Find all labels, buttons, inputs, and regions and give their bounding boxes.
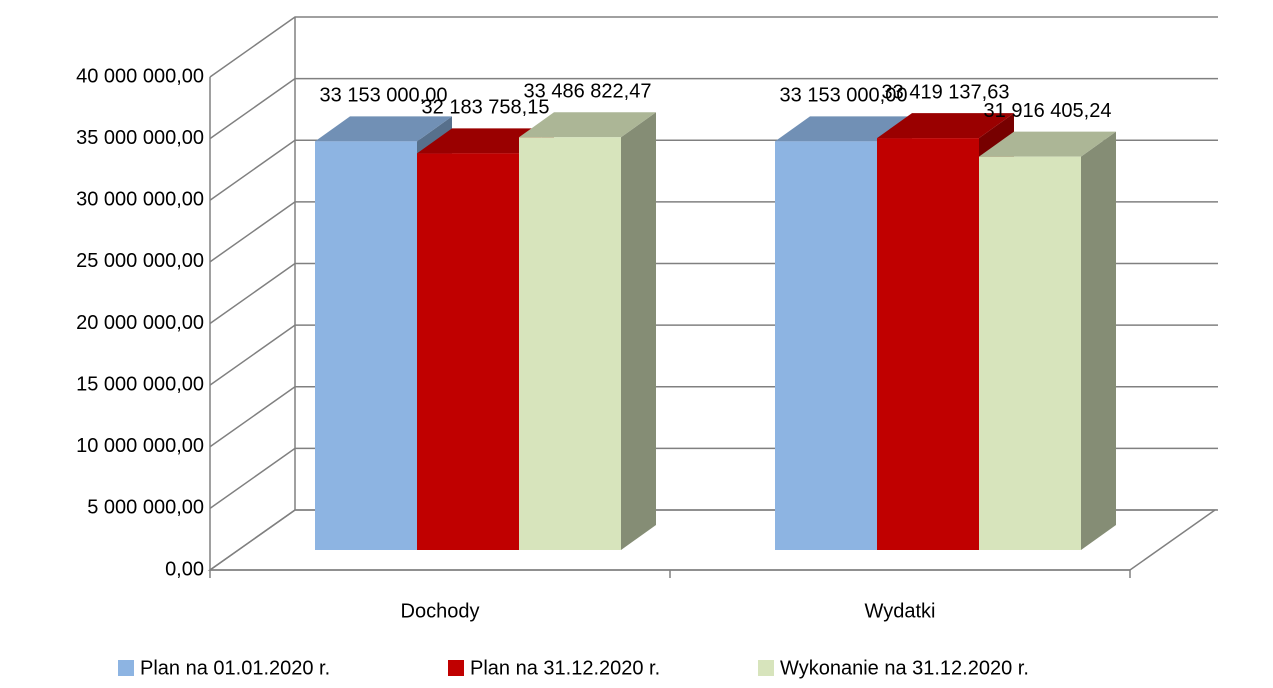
legend-label: Wykonanie na 31.12.2020 r. [780,657,1029,679]
y-tick-label: 25 000 000,00 [76,250,204,272]
bar-top [519,112,656,138]
bar-top [775,116,912,142]
y-tick-label: 5 000 000,00 [87,497,204,519]
data-label: 32 183 758,15 [422,97,550,119]
y-tick-label: 0,00 [165,558,204,580]
grid-line [209,77,1218,140]
bar-front [979,156,1081,550]
data-label: 33 153 000,00 [320,85,448,107]
bar-side [621,112,656,551]
legend-label: Plan na 01.01.2020 r. [140,657,330,679]
bar-front [775,141,877,550]
data-label: 33 419 137,63 [882,81,1010,103]
y-tick-label: 40 000 000,00 [76,65,204,87]
bar-top [877,113,1014,139]
bar-top [315,116,452,142]
y-tick-label: 20 000 000,00 [76,312,204,334]
y-tick-label: 30 000 000,00 [76,189,204,211]
bar-front [877,138,979,550]
bar-top [979,131,1116,157]
bar [519,112,656,551]
y-tick-label: 35 000 000,00 [76,127,204,149]
y-tick-label: 10 000 000,00 [76,435,204,457]
grid-line [209,16,1218,78]
bar-side [1081,131,1116,550]
data-label: 33 486 822,47 [524,81,652,103]
legend-label: Plan na 31.12.2020 r. [470,657,660,679]
bar [979,131,1116,550]
x-tick-label: Dochody [401,600,480,622]
data-label: 31 916 405,24 [984,100,1112,122]
legend-swatch [448,660,464,676]
legend-swatch [758,660,774,676]
bar-front [519,137,621,551]
y-tick-label: 15 000 000,00 [76,373,204,395]
legend-swatch [118,660,134,676]
bar-front [417,153,519,550]
bar-front [315,141,417,550]
x-tick-label: Wydatki [865,600,936,622]
data-label: 33 153 000,00 [780,85,908,107]
